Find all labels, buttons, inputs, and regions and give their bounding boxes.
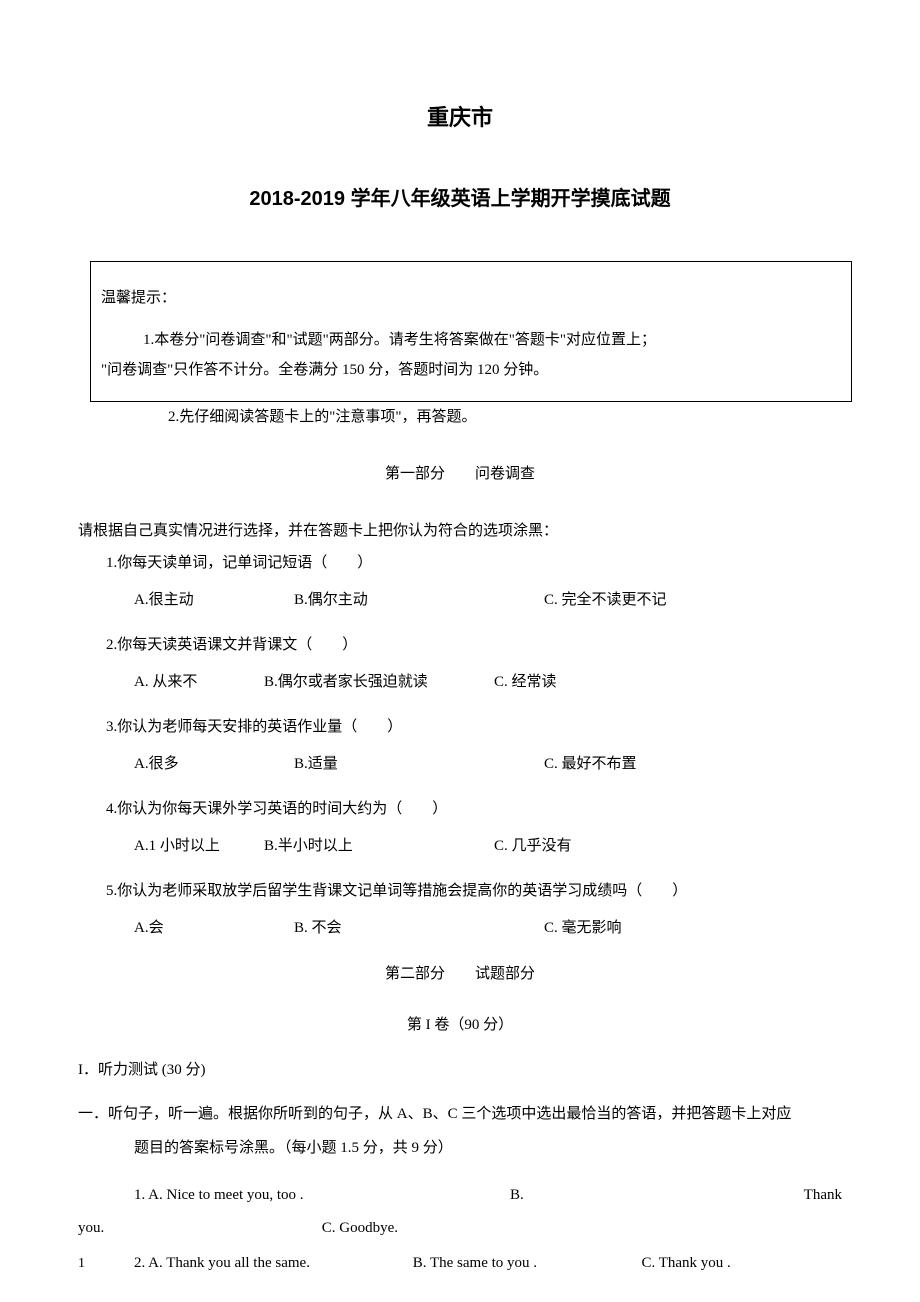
survey-q3-options: A.很多 B.适量 C. 最好不布置 bbox=[134, 751, 842, 778]
survey-q4-a: A.1 小时以上 bbox=[134, 833, 264, 860]
survey-q4: 4.你认为你每天课外学习英语的时间大约为（ ） bbox=[106, 796, 842, 823]
listening-q2: 2. A. Thank you all the same. B. The sam… bbox=[134, 1245, 842, 1281]
listening-q1-row2: you. C. Goodbye. bbox=[78, 1212, 842, 1245]
paper-header: 第 I 卷（90 分） bbox=[78, 1013, 842, 1034]
title-exam: 2018-2019 学年八年级英语上学期开学摸底试题 bbox=[78, 182, 842, 211]
listening-q1-c: C. Goodbye. bbox=[322, 1220, 398, 1236]
listening-intro-2: 题目的答案标号涂黑。（每小题 1.5 分，共 9 分） bbox=[134, 1133, 842, 1163]
survey-q1-b: B.偶尔主动 bbox=[294, 587, 544, 614]
listening-q1-row1: 1. A. Nice to meet you, too . B. Thank bbox=[78, 1179, 842, 1212]
survey-q4-options: A.1 小时以上 B.半小时以上 C. 几乎没有 bbox=[134, 833, 842, 860]
survey-q4-c: C. 几乎没有 bbox=[494, 833, 842, 860]
notice-box: 温馨提示： 1.本卷分"问卷调查"和"试题"两部分。请考生将答案做在"答题卡"对… bbox=[90, 261, 852, 402]
page-number: 1 bbox=[78, 1256, 85, 1272]
survey-q3-c: C. 最好不布置 bbox=[544, 751, 842, 778]
notice-line-2: "问卷调查"只作答不计分。全卷满分 150 分，答题时间为 120 分钟。 bbox=[101, 355, 841, 385]
listening-q2-b: B. The same to you . bbox=[413, 1245, 638, 1281]
listening-q1-b-tail: Thank bbox=[804, 1179, 842, 1212]
notice-line-1: 1.本卷分"问卷调查"和"试题"两部分。请考生将答案做在"答题卡"对应位置上； bbox=[101, 325, 841, 355]
listening-q1-a: 1. A. Nice to meet you, too . bbox=[134, 1179, 304, 1212]
survey-q5: 5.你认为老师采取放学后留学生背课文记单词等措施会提高你的英语学习成绩吗（ ） bbox=[106, 878, 842, 905]
listening-q2-c: C. Thank you . bbox=[642, 1255, 731, 1271]
survey-q2-a: A. 从来不 bbox=[134, 669, 264, 696]
part2-header: 第二部分 试题部分 bbox=[78, 962, 842, 983]
survey-q2-c: C. 经常读 bbox=[494, 669, 842, 696]
listening-label: I．听力测试 (30 分) bbox=[78, 1058, 842, 1079]
survey-q1-options: A.很主动 B.偶尔主动 C. 完全不读更不记 bbox=[134, 587, 842, 614]
survey-q4-b: B.半小时以上 bbox=[264, 833, 494, 860]
survey-q1-c: C. 完全不读更不记 bbox=[544, 587, 842, 614]
survey-q2-options: A. 从来不 B.偶尔或者家长强迫就读 C. 经常读 bbox=[134, 669, 842, 696]
survey-q1: 1.你每天读单词，记单词记短语（ ） bbox=[106, 550, 842, 577]
title-city: 重庆市 bbox=[78, 100, 842, 132]
survey-q2: 2.你每天读英语课文并背课文（ ） bbox=[106, 632, 842, 659]
survey-q5-c: C. 毫无影响 bbox=[544, 915, 842, 942]
survey-q3: 3.你认为老师每天安排的英语作业量（ ） bbox=[106, 714, 842, 741]
survey-q3-a: A.很多 bbox=[134, 751, 294, 778]
survey-q5-a: A.会 bbox=[134, 915, 294, 942]
notice-heading: 温馨提示： bbox=[101, 286, 841, 307]
survey-q5-b: B. 不会 bbox=[294, 915, 544, 942]
listening-q1-b-letter: B. bbox=[510, 1179, 524, 1212]
listening-q1-line2-left: you. bbox=[78, 1220, 104, 1236]
survey-q5-options: A.会 B. 不会 C. 毫无影响 bbox=[134, 915, 842, 942]
survey-q3-b: B.适量 bbox=[294, 751, 544, 778]
part1-header: 第一部分 问卷调查 bbox=[78, 462, 842, 483]
listening-intro-1: 一．听句子，听一遍。根据你所听到的句子，从 A、B、C 三个选项中选出最恰当的答… bbox=[78, 1099, 842, 1129]
survey-intro: 请根据自己真实情况进行选择，并在答题卡上把你认为符合的选项涂黑： bbox=[78, 519, 842, 540]
listening-q2-a: 2. A. Thank you all the same. bbox=[134, 1245, 409, 1281]
survey-q1-a: A.很主动 bbox=[134, 587, 294, 614]
notice-line-3: 2.先仔细阅读答题卡上的"注意事项"，再答题。 bbox=[78, 402, 842, 432]
survey-q2-b: B.偶尔或者家长强迫就读 bbox=[264, 669, 494, 696]
